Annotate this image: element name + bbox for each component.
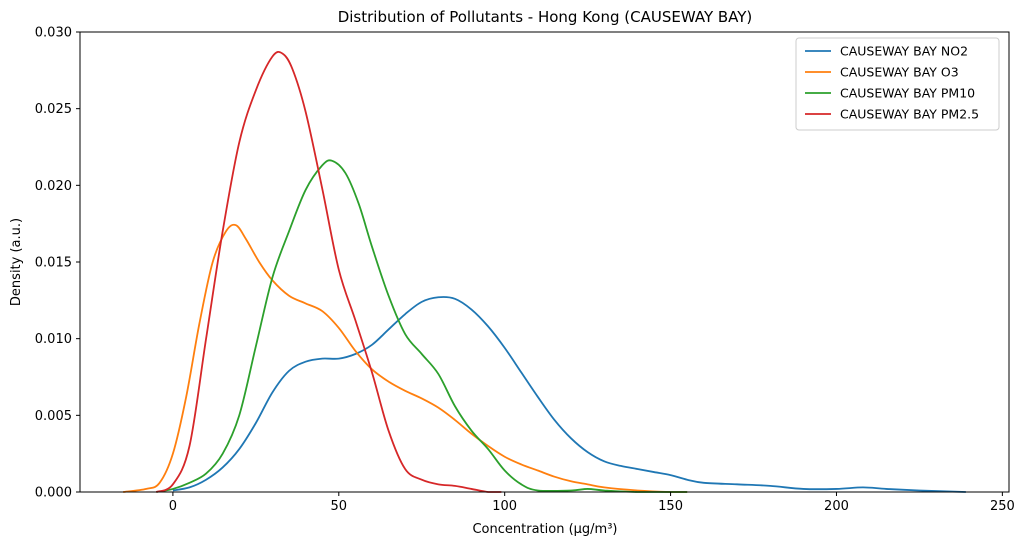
legend-label: CAUSEWAY BAY NO2 — [840, 44, 968, 59]
y-axis-label: Density (a.u.) — [9, 218, 24, 306]
x-tick-label: 0 — [169, 499, 177, 514]
series-layer — [123, 51, 966, 493]
legend: CAUSEWAY BAY NO2 CAUSEWAY BAY O3 CAUSEWAY … — [795, 37, 1000, 131]
x-axis-label: Concentration (µg/m³) — [472, 522, 617, 537]
y-axis: 0.000 0.005 0.010 0.015 0.020 0.025 0.030 — [35, 26, 80, 501]
y-tick-label: 0.010 — [35, 332, 72, 347]
x-tick-label: 200 — [824, 499, 849, 514]
y-tick-label: 0.020 — [35, 179, 72, 194]
y-tick-label: 0.030 — [35, 26, 72, 41]
series-line-2 — [156, 159, 688, 493]
y-tick-label: 0.015 — [35, 256, 72, 271]
y-tick-label: 0.025 — [35, 102, 72, 117]
legend-label: CAUSEWAY BAY PM2.5 — [840, 107, 979, 122]
legend-label: CAUSEWAY BAY O3 — [840, 65, 959, 80]
y-tick-label: 0.000 — [35, 486, 72, 501]
x-tick-label: 50 — [331, 499, 348, 514]
x-tick-label: 250 — [990, 499, 1015, 514]
y-tick-label: 0.005 — [35, 409, 72, 424]
x-tick-label: 150 — [658, 499, 683, 514]
chart-title: Distribution of Pollutants - Hong Kong (… — [338, 8, 753, 26]
series-line-1 — [123, 223, 688, 493]
series-line-3 — [155, 51, 502, 493]
legend-box — [795, 37, 1000, 131]
series-line-0 — [172, 296, 966, 493]
x-axis: 0 50 100 150 200 250 — [169, 492, 1015, 514]
legend-label: CAUSEWAY BAY PM10 — [840, 86, 975, 101]
x-tick-label: 100 — [492, 499, 517, 514]
